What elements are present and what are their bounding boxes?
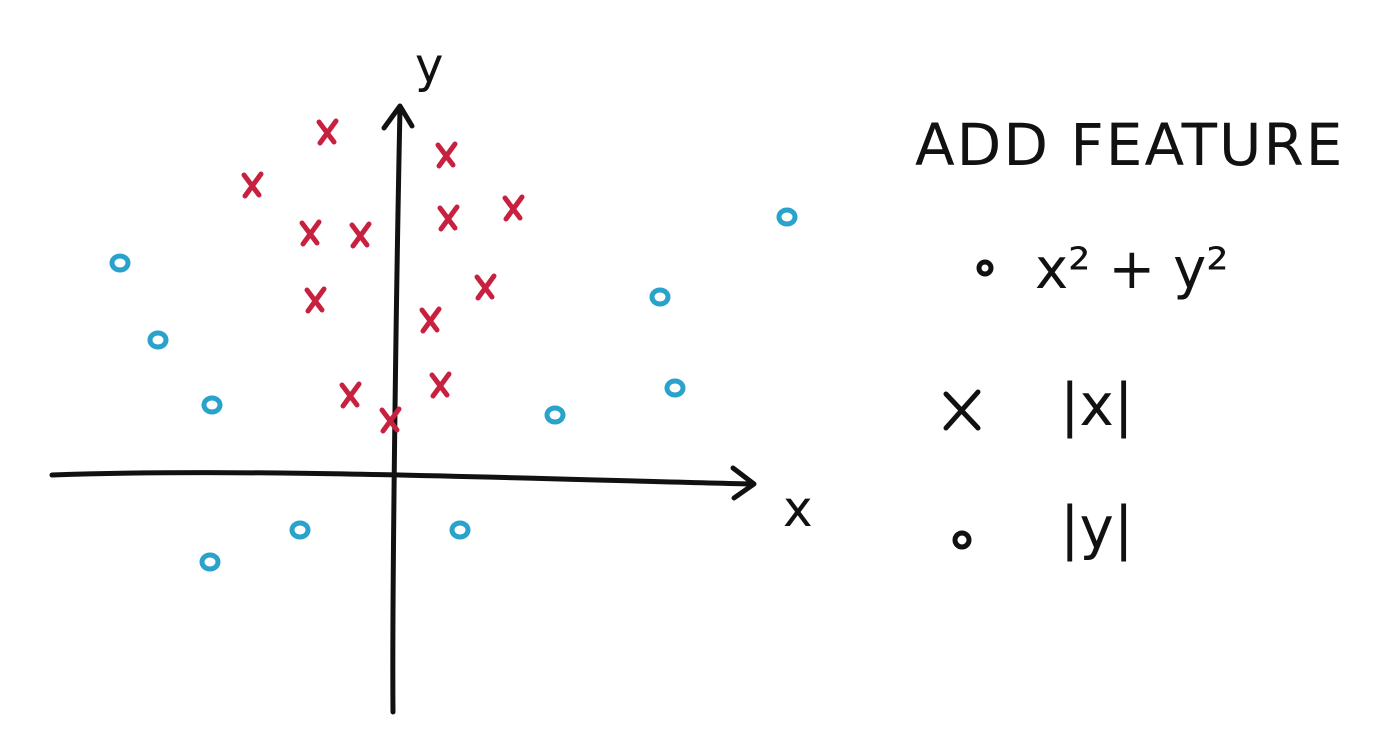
option-label: |y| — [1060, 494, 1133, 562]
y-axis-label: y — [415, 38, 443, 94]
x-point — [339, 381, 362, 409]
o-point — [776, 207, 798, 227]
x-point — [316, 118, 339, 146]
x-point — [429, 371, 452, 399]
x-point — [419, 306, 442, 334]
option-marker — [952, 530, 972, 550]
o-point — [199, 552, 221, 572]
x-point — [437, 204, 460, 232]
o-point — [147, 330, 169, 350]
axes: y x — [49, 38, 813, 715]
o-point — [449, 520, 471, 540]
x-point — [502, 194, 525, 222]
x-arrow — [730, 465, 757, 501]
x-point — [435, 141, 458, 169]
y-axis — [390, 105, 403, 715]
x-axis — [49, 470, 755, 487]
o-point — [289, 520, 311, 540]
option-marker-selected — [943, 389, 981, 431]
option-marker — [976, 259, 994, 277]
x-point — [299, 219, 322, 247]
options: x² + y² |x| |y| — [943, 237, 1229, 562]
y-arrow — [381, 103, 415, 131]
x-point — [349, 221, 372, 249]
o-point — [649, 287, 671, 307]
x-point — [304, 286, 327, 314]
o-point — [201, 395, 223, 415]
title: ADD FEATURE — [915, 111, 1344, 179]
x-point — [241, 171, 264, 199]
option-label: |x| — [1060, 371, 1133, 439]
o-point — [664, 378, 686, 398]
x-point — [379, 406, 402, 434]
x-point — [474, 273, 497, 301]
o-point — [109, 253, 131, 273]
x-axis-label: x — [783, 480, 813, 538]
option-label: x² + y² — [1035, 237, 1229, 302]
o-point — [544, 405, 566, 425]
class-x-points — [241, 118, 525, 434]
class-o-points — [109, 207, 798, 572]
